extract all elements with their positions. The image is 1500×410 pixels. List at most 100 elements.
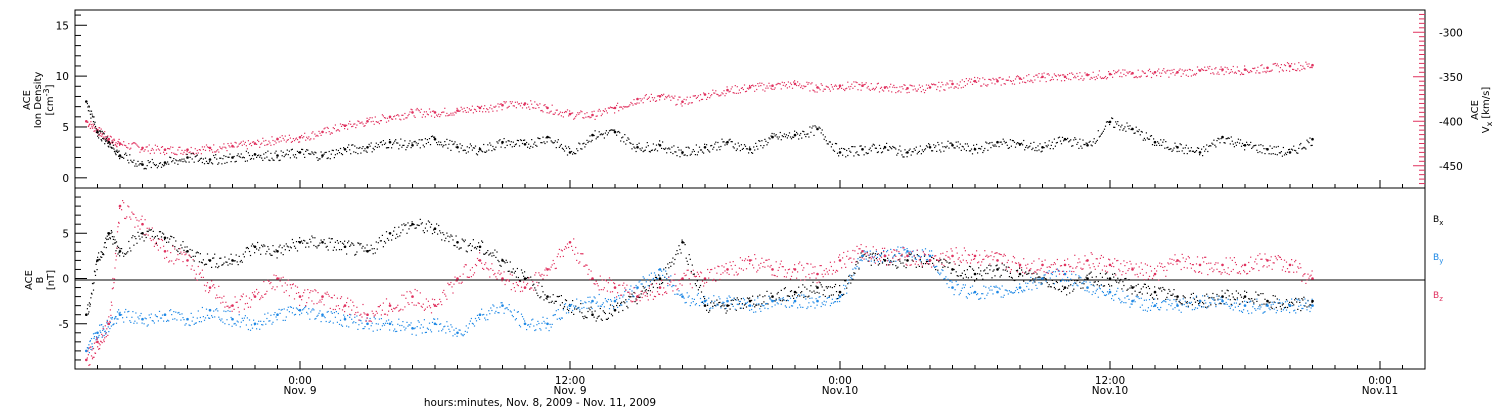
bx-series-dot — [257, 241, 259, 244]
vx-series-dot — [1084, 72, 1086, 74]
by-series-dot — [560, 317, 562, 319]
bx-series-dot — [1131, 293, 1133, 295]
density-series-dot — [760, 145, 762, 147]
vx-series-dot — [587, 116, 589, 118]
density-series-dot — [1273, 146, 1275, 148]
bx-series-dot — [1113, 276, 1115, 278]
density-series-dot — [150, 166, 152, 169]
vx-series-dot — [138, 146, 140, 148]
bx-series-dot — [1101, 276, 1103, 278]
vx-series-dot — [484, 105, 486, 107]
bx-series-dot — [658, 274, 660, 276]
by-series-dot — [707, 303, 709, 305]
vx-series-dot — [148, 144, 150, 146]
density-series-dot — [1112, 117, 1114, 120]
vx-series-dot — [1170, 73, 1172, 75]
vx-series-dot — [267, 143, 269, 145]
vx-series-dot — [959, 81, 961, 83]
bx-series-dot — [681, 239, 683, 241]
by-series-dot — [1085, 281, 1087, 283]
bx-series-dot — [185, 251, 187, 253]
vx-series-dot — [616, 104, 618, 107]
vx-series-dot — [739, 92, 741, 94]
density-series-dot — [214, 157, 216, 159]
by-series-dot — [140, 312, 142, 315]
by-series-dot — [333, 312, 335, 314]
density-series-dot — [100, 131, 102, 133]
bx-series-dot — [944, 266, 946, 268]
vx-series-dot — [773, 88, 775, 90]
by-series-dot — [93, 337, 95, 339]
vx-series-dot — [749, 84, 751, 87]
by-series-dot — [282, 319, 284, 321]
by-series-dot — [731, 299, 733, 301]
bx-series-dot — [167, 237, 169, 239]
bx-series-dot — [395, 237, 397, 239]
bx-series-dot — [287, 246, 289, 248]
bx-series-dot — [1136, 294, 1138, 296]
vx-series-dot — [599, 110, 601, 112]
by-series-point — [1041, 277, 1044, 280]
bx-series-dot — [756, 304, 758, 306]
vx-series-dot — [394, 115, 396, 117]
by-series-dot — [869, 250, 871, 252]
density-series-dot — [455, 146, 457, 148]
vx-series-dot — [992, 77, 994, 79]
by-series-point — [411, 327, 414, 330]
vx-series-dot — [797, 81, 799, 83]
vx-series-dot — [452, 112, 454, 114]
vx-series-dot — [157, 148, 159, 150]
by-series-dot — [766, 302, 768, 305]
vx-series-dot — [958, 84, 960, 86]
vx-series-dot — [192, 152, 194, 154]
density-series-dot — [863, 154, 865, 156]
density-series-dot — [790, 138, 793, 140]
vx-series-dot — [313, 138, 315, 140]
density-series-dot — [465, 152, 467, 154]
vx-series-dot — [780, 88, 782, 90]
bx-series-dot — [1234, 299, 1236, 301]
vx-series-dot — [105, 138, 107, 140]
bx-series-dot — [836, 298, 839, 300]
density-series-dot — [411, 142, 413, 144]
vx-series-dot — [1263, 67, 1265, 69]
density-series-dot — [459, 143, 461, 145]
bx-series-dot — [446, 232, 448, 234]
x-tick-date-label: Nov. 9 — [553, 385, 586, 397]
x-tick-time-label: 0:00 — [828, 375, 852, 387]
bx-series-dot — [445, 237, 447, 239]
by-series-dot — [107, 326, 109, 328]
bx-series-dot — [903, 265, 905, 267]
bx-series-dot — [293, 245, 296, 247]
by-series-dot — [116, 311, 119, 313]
bx-series-dot — [298, 241, 300, 243]
bx-series-dot — [164, 239, 166, 241]
density-series-dot — [1216, 140, 1218, 142]
bx-series-dot — [332, 249, 334, 251]
vx-series-point — [658, 95, 662, 98]
density-series-dot — [965, 150, 967, 152]
vx-series-dot — [197, 152, 199, 154]
bx-series-dot — [966, 269, 968, 271]
bx-series-dot — [1045, 278, 1047, 280]
by-series-dot — [1060, 280, 1063, 282]
bx-series-dot — [689, 258, 691, 260]
vx-series-dot — [350, 123, 352, 125]
by-series-dot — [1104, 294, 1107, 297]
density-series-dot — [929, 144, 931, 146]
bx-series-dot — [1037, 276, 1039, 278]
density-series-dot — [880, 152, 883, 154]
vx-series-dot — [1187, 75, 1189, 77]
vx-series-dot — [940, 86, 942, 88]
bx-series-dot — [320, 239, 322, 241]
bx-series-dot — [1088, 273, 1090, 275]
density-series-dot — [439, 144, 441, 146]
by-series-dot — [797, 307, 799, 309]
by-series-dot — [494, 312, 496, 314]
vx-series-dot — [767, 87, 769, 89]
bx-series-dot — [149, 229, 151, 231]
by-series-dot — [771, 306, 773, 308]
vx-series-dot — [1206, 69, 1208, 71]
vx-series-dot — [235, 142, 237, 144]
vx-series-dot — [172, 146, 174, 148]
